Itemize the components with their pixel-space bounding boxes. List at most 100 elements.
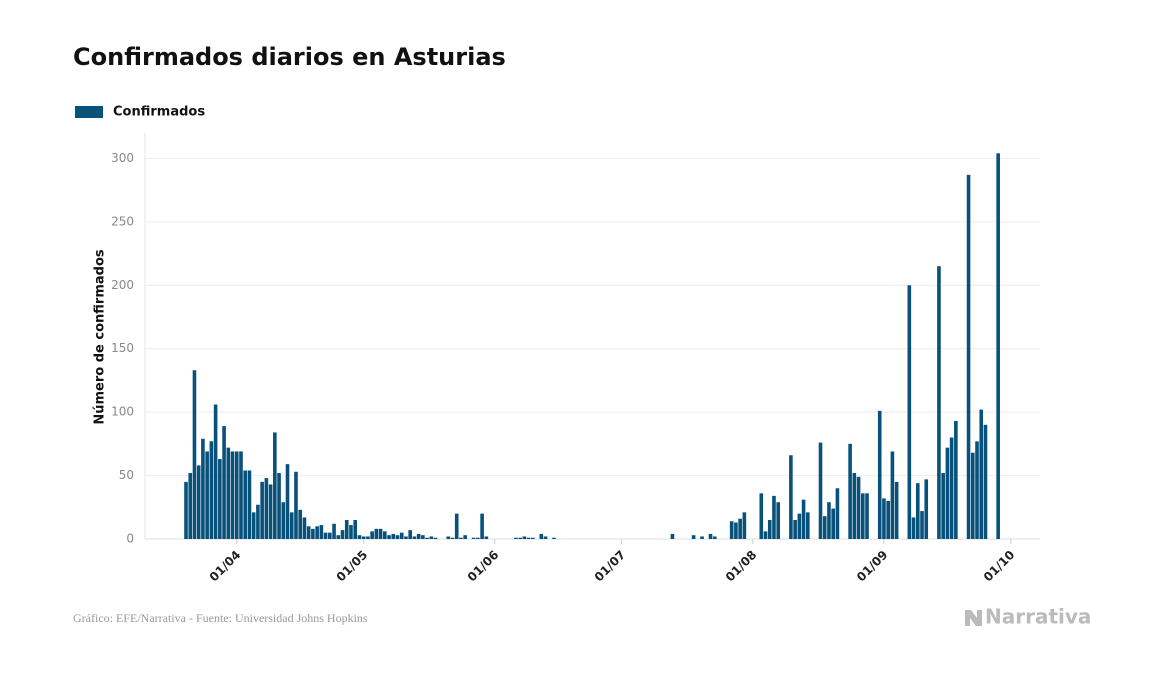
- bar: [691, 535, 696, 539]
- y-tick-label: 0: [126, 532, 134, 546]
- bar: [408, 530, 412, 539]
- bar: [421, 535, 425, 539]
- bar: [289, 512, 294, 539]
- bar: [911, 517, 916, 539]
- bar: [446, 536, 451, 539]
- bar: [319, 525, 324, 539]
- bar: [281, 502, 286, 539]
- bar: [700, 536, 704, 539]
- bar: [264, 478, 269, 539]
- bar: [361, 536, 366, 539]
- bar: [374, 528, 379, 539]
- bar: [890, 451, 895, 539]
- bar: [399, 532, 404, 539]
- bar: [801, 499, 806, 539]
- bar: [848, 443, 852, 539]
- bar: [886, 500, 890, 539]
- bar: [877, 410, 882, 539]
- bar: [767, 519, 772, 539]
- legend-label: Confirmados: [113, 105, 205, 120]
- bar: [213, 404, 218, 539]
- bar: [416, 533, 421, 539]
- bar: [332, 523, 336, 539]
- bar: [861, 493, 865, 539]
- bar: [285, 464, 290, 539]
- bar: [395, 535, 400, 539]
- bar: [708, 533, 713, 539]
- bar: [920, 511, 924, 539]
- bar: [789, 455, 793, 539]
- bar: [268, 484, 273, 539]
- bar: [797, 513, 802, 539]
- y-tick-label: 50: [119, 468, 134, 482]
- bar: [776, 502, 780, 539]
- bar: [996, 153, 1000, 540]
- y-tick-label: 300: [111, 151, 134, 165]
- bar: [954, 421, 958, 539]
- bar: [941, 473, 945, 539]
- bar: [822, 516, 827, 539]
- bar: [239, 451, 243, 539]
- bar: [894, 481, 899, 539]
- bar: [531, 537, 535, 539]
- y-tick-label: 200: [111, 278, 134, 292]
- bar: [970, 452, 975, 539]
- bar: [827, 502, 831, 539]
- bar: [738, 518, 742, 539]
- bar: [230, 451, 235, 539]
- bar: [344, 519, 349, 539]
- bar: [391, 533, 396, 539]
- bar: [323, 532, 328, 539]
- bar: [924, 479, 929, 539]
- bar: [979, 409, 984, 539]
- bar: [983, 424, 988, 539]
- bar: [311, 528, 315, 539]
- bar: [772, 495, 776, 539]
- y-axis-label: Número de confirmados: [93, 249, 108, 425]
- bar: [357, 535, 362, 539]
- bar: [196, 465, 201, 539]
- bar: [429, 536, 434, 539]
- bar: [298, 509, 303, 539]
- bar: [404, 536, 408, 539]
- bar: [273, 432, 277, 539]
- bar: [277, 473, 281, 539]
- bar: [835, 488, 840, 539]
- bar: [353, 519, 357, 539]
- bar: [518, 537, 522, 539]
- bar: [454, 513, 459, 539]
- bar: [226, 447, 231, 539]
- logo-icon: [965, 610, 982, 626]
- bar: [205, 451, 209, 539]
- bar: [378, 528, 383, 539]
- bar: [670, 533, 675, 539]
- bar: [484, 536, 489, 539]
- bar: [543, 536, 548, 539]
- source: Gráfico: EFE/Narrativa - Fuente: Univers…: [73, 611, 368, 625]
- bar: [480, 513, 484, 539]
- bar: [222, 426, 226, 539]
- bar: [712, 536, 717, 539]
- bar: [383, 531, 387, 539]
- bar: [793, 519, 797, 539]
- bar: [514, 537, 518, 539]
- bar: [806, 512, 810, 539]
- legend-swatch: [75, 106, 103, 118]
- bar: [915, 483, 920, 539]
- bar: [340, 530, 345, 539]
- bar: [294, 471, 298, 539]
- bar: [412, 536, 417, 539]
- bar: [818, 442, 823, 539]
- x-tick-label: 01/07: [592, 548, 629, 585]
- x-tick-label: 01/09: [854, 548, 891, 585]
- bar: [201, 438, 205, 539]
- bar: [192, 370, 197, 539]
- bar: [539, 533, 544, 539]
- bar: [937, 266, 941, 539]
- bar: [433, 537, 438, 539]
- bar: [425, 537, 429, 539]
- logo: Narrativa: [985, 605, 1091, 629]
- bar: [966, 174, 971, 539]
- bar: [260, 481, 264, 539]
- bar: [256, 504, 260, 539]
